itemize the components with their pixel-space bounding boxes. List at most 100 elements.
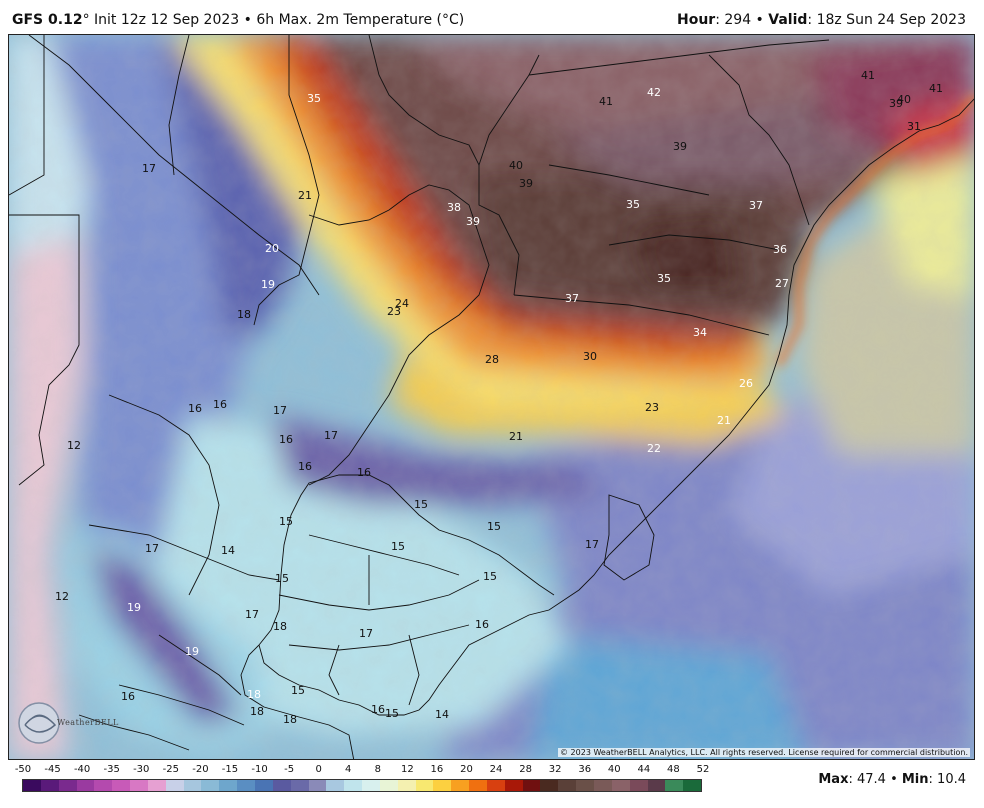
colorbar-segment — [611, 780, 630, 791]
colorbar-tick-label: 4 — [345, 764, 352, 775]
temperature-value-label: 12 — [67, 439, 81, 452]
colorbar-tick-label: 16 — [430, 764, 444, 775]
colorbar-segment — [665, 780, 684, 791]
temperature-value-label: 35 — [307, 92, 321, 105]
temperature-value-label: 17 — [324, 429, 338, 442]
colorbar-segment — [486, 780, 505, 791]
temperature-value-label: 30 — [583, 350, 597, 363]
colorbar-tick-label: 44 — [637, 764, 651, 775]
temperature-value-label: 19 — [127, 601, 141, 614]
temperature-value-label: 18 — [247, 688, 261, 701]
colorbar-tick-label: 32 — [548, 764, 562, 775]
hour-label: Hour — [677, 12, 716, 28]
colorbar-tick-label: -45 — [44, 764, 61, 775]
temperature-value-label: 39 — [519, 177, 533, 190]
colorbar-segment — [647, 780, 666, 791]
temperature-value-label: 12 — [55, 590, 69, 603]
temperature-value-label: 15 — [487, 520, 501, 533]
colorbar-ticks: -50 -45 -40 -35 -30 -25 -20 -15 -10 -5 0 4 8 12 16 20 24… — [14, 764, 714, 778]
map-header: GFS 0.12° Init 12z 12 Sep 2023 • 6h Max.… — [0, 0, 984, 34]
colorbar-segment — [40, 780, 59, 791]
temperature-value-label: 24 — [395, 297, 409, 310]
colorbar-segment — [254, 780, 273, 791]
colorbar-segment — [540, 780, 559, 791]
temperature-value-label: 16 — [188, 402, 202, 415]
temperature-value-label: 37 — [749, 199, 763, 212]
temperature-value-label: 17 — [145, 542, 159, 555]
colorbar-segment — [522, 780, 541, 791]
colorbar-tick-label: 36 — [578, 764, 592, 775]
temperature-value-label: 15 — [291, 684, 305, 697]
temperature-value-label: 17 — [359, 627, 373, 640]
field-texture — [9, 35, 974, 759]
colorbar-tick-label: -15 — [221, 764, 239, 775]
temperature-value-label: 16 — [371, 703, 385, 716]
colorbar-segment — [397, 780, 416, 791]
temperature-value-label: 14 — [435, 708, 449, 721]
temperature-value-label: 40 — [897, 93, 911, 106]
temperature-value-label: 35 — [657, 272, 671, 285]
temperature-value-label: 14 — [221, 544, 235, 557]
temperature-value-label: 18 — [283, 713, 297, 726]
colorbar-segment — [469, 780, 487, 791]
colorbar-tick-label: -25 — [162, 764, 179, 775]
temperature-value-label: 34 — [693, 326, 707, 339]
temperature-value-label: 22 — [647, 442, 661, 455]
temperature-value-label: 21 — [509, 430, 523, 443]
init-text: Init 12z 12 Sep 2023 • 6h Max. 2m Temper… — [89, 12, 465, 28]
temperature-value-label: 21 — [298, 189, 312, 202]
temperature-value-label: 16 — [298, 460, 312, 473]
valid-label: Valid — [768, 12, 808, 28]
temperature-value-label: 15 — [414, 498, 428, 511]
colorbar-segment — [683, 780, 702, 791]
colorbar-tick-label: 52 — [696, 764, 710, 775]
degree-symbol: ° — [82, 12, 90, 28]
colorbar-segment — [290, 780, 309, 791]
colorbar-segment — [558, 780, 577, 791]
temperature-value-label: 40 — [509, 159, 523, 172]
temperature-value-label: 15 — [385, 707, 399, 720]
colorbar-tick-label: -10 — [251, 764, 268, 775]
max-value: : 47.4 • — [848, 772, 902, 787]
temperature-value-label: 41 — [599, 95, 613, 108]
temperature-value-label: 37 — [565, 292, 579, 305]
colorbar-segment — [94, 780, 113, 791]
temperature-value-label: 20 — [265, 242, 279, 255]
colorbar-segment — [451, 780, 470, 791]
colorbar-segment — [344, 780, 363, 791]
colorbar-segment — [183, 780, 202, 791]
temperature-value-label: 18 — [237, 308, 251, 321]
colorbar-segment — [594, 780, 612, 791]
temperature-value-label: 38 — [447, 201, 461, 214]
colorbar-tick-label: 8 — [374, 764, 381, 775]
colorbar-segment — [504, 780, 523, 791]
logo-text: WeatherBELL — [57, 718, 119, 727]
colorbar-segment — [201, 780, 220, 791]
temperature-value-label: 17 — [273, 404, 287, 417]
temperature-value-label: 42 — [647, 86, 661, 99]
temperature-value-label: 17 — [245, 608, 259, 621]
colorbar-tick-label: 24 — [489, 764, 503, 775]
temperature-value-label: 41 — [861, 69, 875, 82]
temperature-map[interactable]: 35 41 42 41 39 40 41 39 40 39 31 17 21 38 35 37 39 20 36 19… — [8, 34, 975, 760]
colorbar-tick-label: 0 — [315, 764, 322, 775]
colorbar-segment — [272, 780, 291, 791]
min-value: : 10.4 — [928, 772, 966, 787]
colorbar-segment — [147, 780, 166, 791]
colorbar-gradient — [22, 779, 702, 792]
colorbar-segment — [308, 780, 327, 791]
colorbar-segment — [576, 780, 594, 791]
temperature-value-label: 16 — [213, 398, 227, 411]
temperature-value-label: 39 — [889, 97, 903, 110]
temperature-value-label: 23 — [387, 305, 401, 318]
colorbar-segment — [379, 780, 398, 791]
colorbar-segment — [326, 780, 345, 791]
temperature-value-label: 41 — [929, 82, 943, 95]
temperature-value-label: 19 — [261, 278, 275, 291]
valid-value: : 18z Sun 24 Sep 2023 — [807, 12, 966, 28]
temperature-value-label: 15 — [279, 515, 293, 528]
colorbar-tick-label: -35 — [103, 764, 120, 775]
colorbar-tick-label: 28 — [519, 764, 532, 775]
